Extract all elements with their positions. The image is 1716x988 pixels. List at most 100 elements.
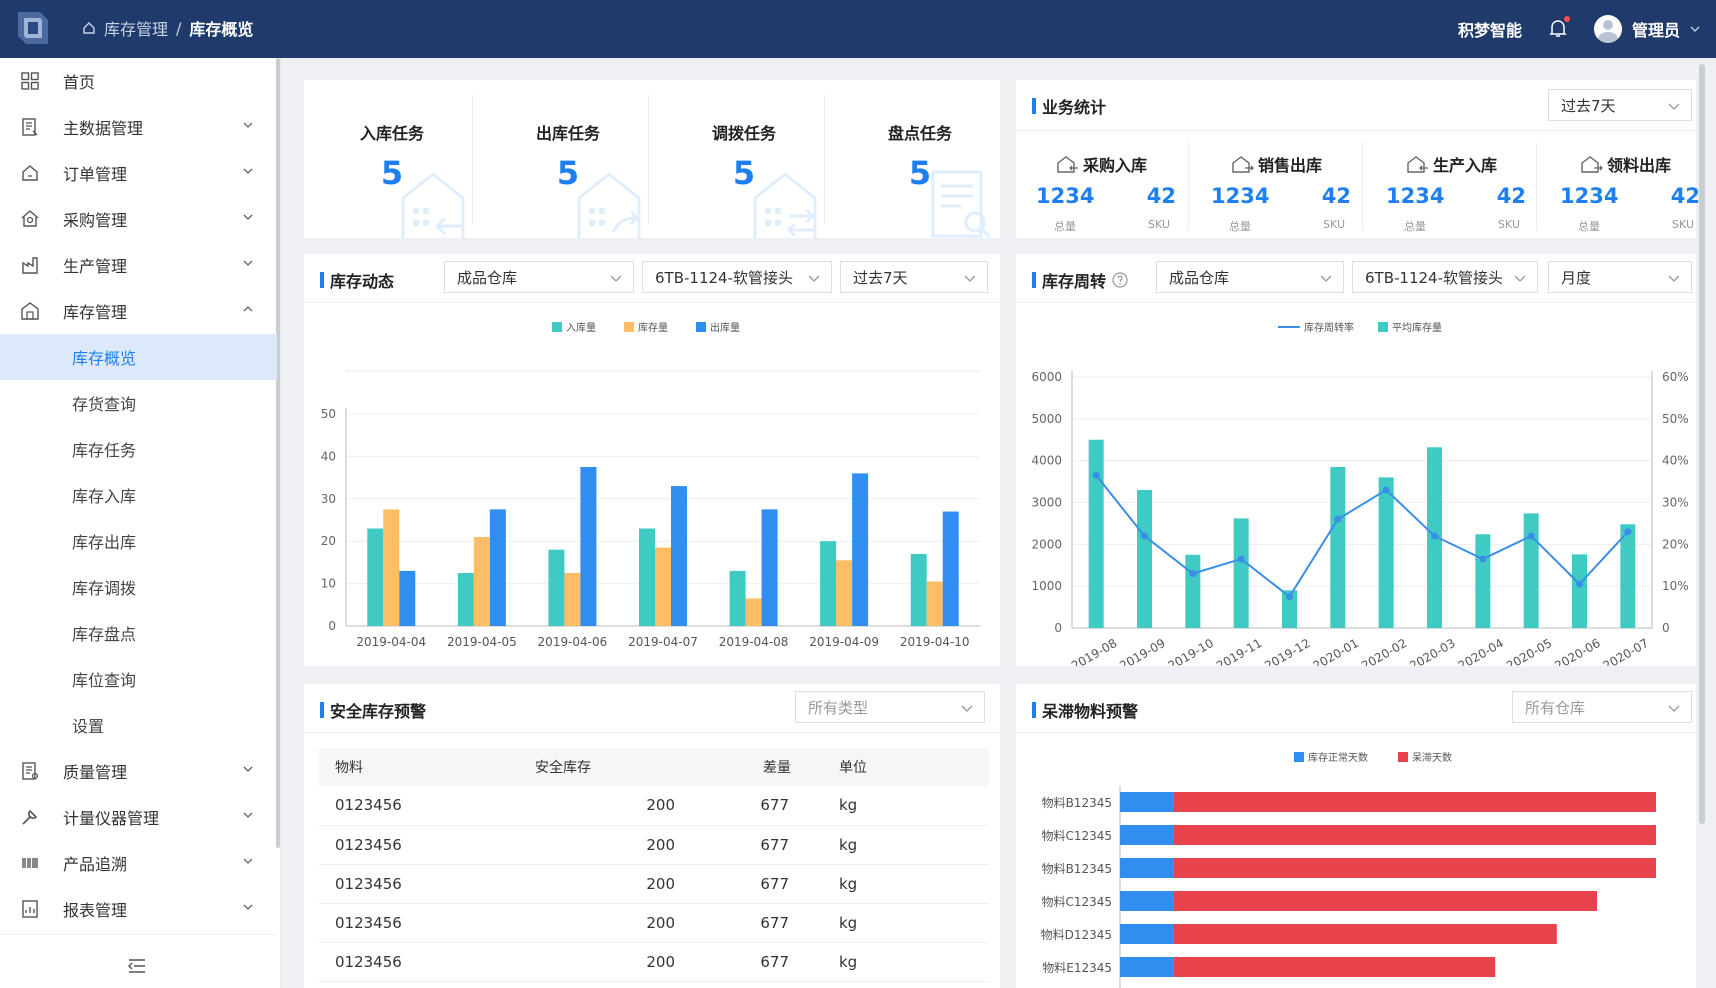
y-tick-label: 0	[1054, 621, 1062, 635]
bar	[1120, 858, 1174, 878]
sidebar-subitem-location-query[interactable]: 库位查询	[0, 656, 277, 702]
biz-card-material-out[interactable]: 领料出库 1234 42 总量 SKU	[1540, 140, 1712, 233]
type-filter-select[interactable]: 所有类型	[795, 691, 985, 723]
biz-title: 生产入库	[1432, 156, 1497, 175]
home-icon[interactable]	[82, 21, 96, 35]
series-line	[1095, 474, 1629, 599]
biz-card-production-in[interactable]: 生产入库 1234 42 总量 SKU	[1366, 140, 1538, 233]
breadcrumb-parent[interactable]: 库存管理	[104, 20, 169, 39]
sidebar-subitem-overview[interactable]: 库存概览	[0, 334, 277, 380]
bar	[1173, 957, 1496, 977]
column-header: 差量	[699, 748, 819, 786]
material-select[interactable]: 6TB-1124-软管接头	[1352, 261, 1538, 293]
bar	[473, 536, 490, 626]
sidebar-item-label: 采购管理	[63, 211, 128, 230]
inventory-doc-icon	[931, 170, 992, 238]
sidebar-subitem-settings[interactable]: 设置	[0, 702, 277, 748]
bar	[729, 570, 746, 626]
table-row[interactable]: 0123456 200 677 kg	[319, 942, 989, 982]
x-tick-label: 2019-09	[1117, 636, 1167, 666]
legend-label: 库存正常天数	[1308, 751, 1368, 764]
select-value: 过去7天	[1561, 96, 1616, 115]
top-bar: 库存管理 / 库存概览 积梦智能 管理员	[0, 0, 1716, 58]
sidebar-scrollbar[interactable]	[276, 58, 280, 848]
warehouse-select[interactable]: 成品仓库	[1156, 261, 1344, 293]
biz-sku: 42	[1146, 184, 1176, 208]
sidebar-item-trace[interactable]: 产品追溯	[0, 840, 277, 886]
biz-card-sales-out[interactable]: 销售出库 1234 42 总量 SKU	[1191, 140, 1363, 233]
sidebar-item-production[interactable]: 生产管理	[0, 242, 277, 288]
user-menu[interactable]: 管理员	[1593, 15, 1700, 43]
warehouse-select[interactable]: 成品仓库	[444, 261, 634, 293]
legend-swatch	[552, 322, 562, 332]
y2-tick-label: 20%	[1662, 537, 1689, 551]
sidebar-item-reports[interactable]: 报表管理	[0, 886, 277, 932]
biz-sku: 42	[1496, 184, 1526, 208]
material-select[interactable]: 6TB-1124-软管接头	[642, 261, 832, 293]
bar	[367, 528, 384, 626]
period-select[interactable]: 过去7天	[840, 261, 988, 293]
sidebar-item-master-data[interactable]: 主数据管理	[0, 104, 277, 150]
chevron-down-icon	[243, 260, 253, 266]
bell-icon	[1549, 20, 1567, 37]
sidebar-subitem-stock-query[interactable]: 存货查询	[0, 380, 277, 426]
chevron-down-icon	[961, 705, 973, 712]
y-tick-label: 2000	[1031, 537, 1062, 551]
sidebar-subitem-stocktake[interactable]: 库存盘点	[0, 610, 277, 656]
cell-difference: 677	[699, 825, 819, 865]
period-select[interactable]: 月度	[1548, 261, 1692, 293]
sidebar-subitem-inbound[interactable]: 库存入库	[0, 472, 277, 518]
sidebar-item-home[interactable]: 首页	[0, 58, 277, 104]
sidebar-item-inventory[interactable]: 库存管理	[0, 288, 277, 334]
bar	[1173, 825, 1656, 845]
notification-button[interactable]	[1548, 16, 1570, 40]
y-tick-label: 10	[321, 577, 336, 591]
biz-total-label: 总量	[1229, 220, 1251, 233]
sidebar-item-quality[interactable]: 质量管理	[0, 748, 277, 794]
legend-swatch	[1378, 322, 1388, 332]
safety-stock-panel: 安全库存预警 所有类型 物料 安全库存 差量 单位 0123456 200 67…	[304, 684, 1000, 988]
x-tick-label: 2020-07	[1601, 636, 1651, 666]
breadcrumb-separator: /	[176, 18, 182, 38]
task-card-outbound[interactable]: 出库任务 5	[480, 80, 656, 238]
sidebar-subitem-outbound[interactable]: 库存出库	[0, 518, 277, 564]
bar	[1120, 792, 1174, 812]
cell-difference: 677	[699, 786, 819, 826]
legend-label: 库存周转率	[1304, 321, 1354, 334]
sidebar-item-purchase[interactable]: 采购管理	[0, 196, 277, 242]
business-period-select[interactable]: 过去7天	[1548, 89, 1692, 121]
bar	[1378, 477, 1394, 628]
page-scrollbar[interactable]	[1699, 64, 1705, 824]
task-card-inbound[interactable]: 入库任务 5	[304, 80, 480, 238]
sidebar-item-label: 报表管理	[63, 901, 128, 920]
y2-tick-label: 40%	[1662, 454, 1689, 468]
table-row[interactable]: 0123456 200 677 kg	[319, 786, 989, 826]
legend-swatch	[1398, 752, 1408, 762]
cell-unit: kg	[819, 903, 989, 943]
y-tick-label: 5000	[1031, 412, 1062, 426]
biz-card-purchase-in[interactable]: 采购入库 1234 42 总量 SKU	[1016, 140, 1188, 233]
table-row[interactable]: 0123456 200 677 kg	[319, 825, 989, 865]
task-title: 调拨任务	[711, 124, 776, 143]
collapse-sidebar-icon[interactable]	[127, 958, 147, 974]
task-card-stocktake[interactable]: 盘点任务 5	[832, 80, 1008, 238]
table-row[interactable]: 0123456 200 677 kg	[319, 864, 989, 904]
table-row[interactable]: 0123456 200 677 kg	[319, 903, 989, 943]
task-card-transfer[interactable]: 调拨任务 5	[656, 80, 832, 238]
line-point	[1237, 555, 1245, 563]
bar	[457, 573, 474, 626]
app-logo[interactable]	[10, 6, 54, 50]
warehouse-filter-select[interactable]: 所有仓库	[1512, 691, 1692, 723]
sidebar-item-instruments[interactable]: 计量仪器管理	[0, 794, 277, 840]
sidebar-subitem-transfer[interactable]: 库存调拨	[0, 564, 277, 610]
chevron-down-icon	[243, 858, 253, 864]
avatar	[1593, 15, 1622, 43]
sidebar-item-orders[interactable]: 订单管理	[0, 150, 277, 196]
help-icon[interactable]	[1112, 272, 1128, 288]
x-tick-label: 2019-04-08	[719, 635, 789, 649]
sidebar-subitem-tasks[interactable]: 库存任务	[0, 426, 277, 472]
legend-label: 呆滞天数	[1412, 751, 1452, 764]
bar	[745, 598, 762, 626]
x-tick-label: 2019-08	[1069, 636, 1119, 666]
chevron-down-icon	[610, 275, 622, 282]
